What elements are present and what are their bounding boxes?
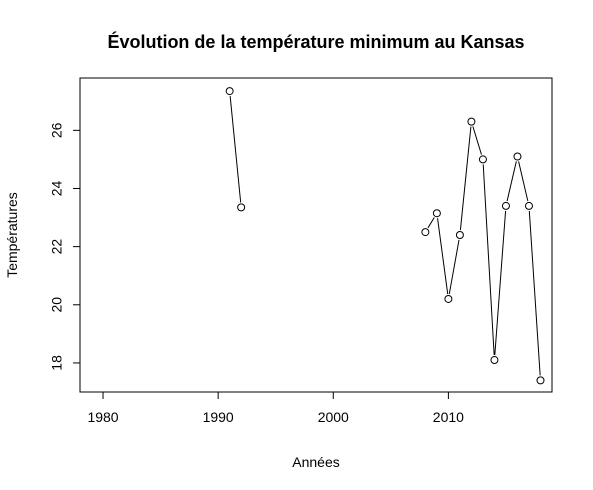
series-line-segment	[506, 161, 517, 202]
y-tick-label: 26	[49, 122, 65, 138]
series-line-segment	[459, 126, 472, 231]
data-point	[455, 231, 464, 239]
y-tick-label: 24	[49, 180, 65, 196]
data-point	[490, 356, 499, 365]
series-line-segment	[494, 210, 507, 356]
data-point	[478, 155, 487, 164]
data-point	[467, 117, 476, 126]
x-tick-label: 1990	[203, 409, 234, 425]
y-tick-label: 22	[49, 239, 65, 255]
x-axis-label: Années	[292, 454, 339, 470]
data-point	[444, 294, 453, 303]
series-points	[225, 87, 545, 385]
series-line-segment	[482, 164, 495, 356]
y-axis: 18 20 22 24 26	[49, 122, 81, 371]
y-tick-label: 18	[49, 355, 65, 371]
series-line-segment	[472, 126, 482, 155]
data-point	[536, 376, 545, 385]
series-line-segment	[437, 218, 449, 295]
data-point	[225, 87, 234, 96]
series-lines	[229, 96, 541, 376]
data-point	[513, 152, 522, 161]
data-point	[524, 201, 533, 210]
series-line-segment	[448, 239, 460, 295]
plot-frame	[79, 77, 553, 393]
y-axis-label: Températures	[4, 192, 20, 278]
series-line-segment	[229, 96, 242, 203]
data-point	[432, 209, 441, 218]
x-tick-label: 1980	[87, 409, 118, 425]
data-point	[421, 228, 430, 237]
x-tick-label: 2000	[318, 409, 349, 425]
data-point	[237, 203, 246, 212]
x-axis: 1980 1990 2000 2010	[87, 391, 464, 425]
y-tick-label: 20	[49, 297, 65, 313]
data-point	[501, 201, 510, 210]
series-line-segment	[528, 210, 541, 376]
series-line-segment	[427, 217, 435, 229]
chart-title: Évolution de la température minimum au K…	[107, 31, 524, 52]
series-line-segment	[518, 161, 529, 202]
x-tick-label: 2010	[433, 409, 464, 425]
